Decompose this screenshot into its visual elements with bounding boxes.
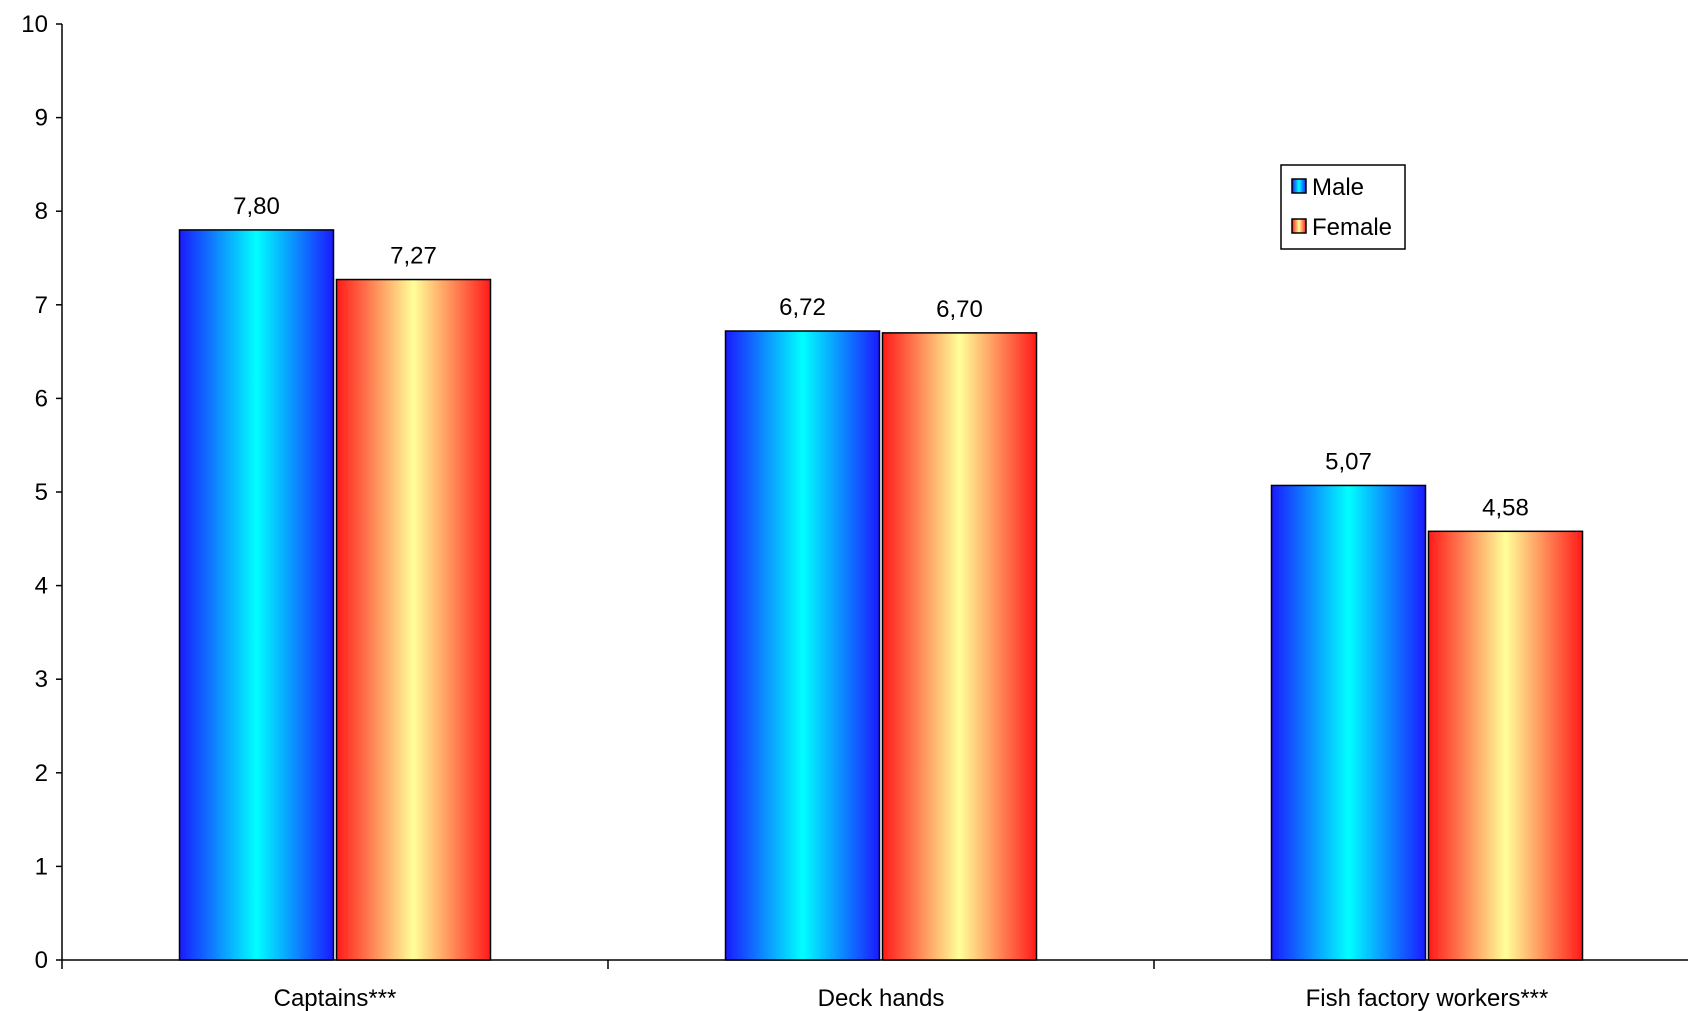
data-label-male-3: 5,07 [1325, 448, 1372, 475]
y-tick-label: 4 [35, 573, 48, 600]
y-tick-label: 10 [21, 11, 48, 38]
y-tick-label: 6 [35, 385, 48, 412]
data-label-female-1: 7,27 [390, 243, 437, 270]
y-tick-label: 8 [35, 198, 48, 225]
data-label-female-2: 6,70 [936, 296, 983, 323]
bar-female-2 [881, 332, 1038, 961]
y-tick-label: 3 [35, 666, 48, 693]
bar-female-3 [1427, 530, 1584, 961]
chart-bars [178, 229, 1584, 961]
bar-female-1 [335, 278, 492, 961]
data-label-female-3: 4,58 [1482, 494, 1529, 521]
y-tick-label: 5 [35, 479, 48, 506]
y-tick-label: 0 [35, 947, 48, 974]
x-category-label: Fish factory workers*** [1306, 985, 1549, 1011]
legend-swatch-male [1291, 178, 1307, 194]
y-tick-label: 7 [35, 292, 48, 319]
x-category-label: Deck hands [818, 985, 945, 1011]
bar-male-1 [178, 229, 335, 961]
data-label-male-2: 6,72 [779, 294, 826, 321]
y-tick-label: 1 [35, 853, 48, 880]
chart-legend: Male Female [1280, 164, 1406, 250]
chart-data-labels: 7,80 7,27 Captains*** 6,72 6,70 Deck hands 5,0… [233, 193, 1548, 1011]
legend-label-male: Male [1312, 174, 1364, 201]
data-label-male-1: 7,80 [233, 193, 280, 220]
y-tick-label: 9 [35, 105, 48, 132]
bar-male-2 [724, 330, 881, 961]
legend-swatch-female [1291, 218, 1307, 234]
x-category-label: Captains*** [274, 985, 397, 1011]
legend-label-female: Female [1312, 214, 1392, 241]
bar-male-3 [1270, 484, 1427, 961]
y-tick-label: 2 [35, 760, 48, 787]
